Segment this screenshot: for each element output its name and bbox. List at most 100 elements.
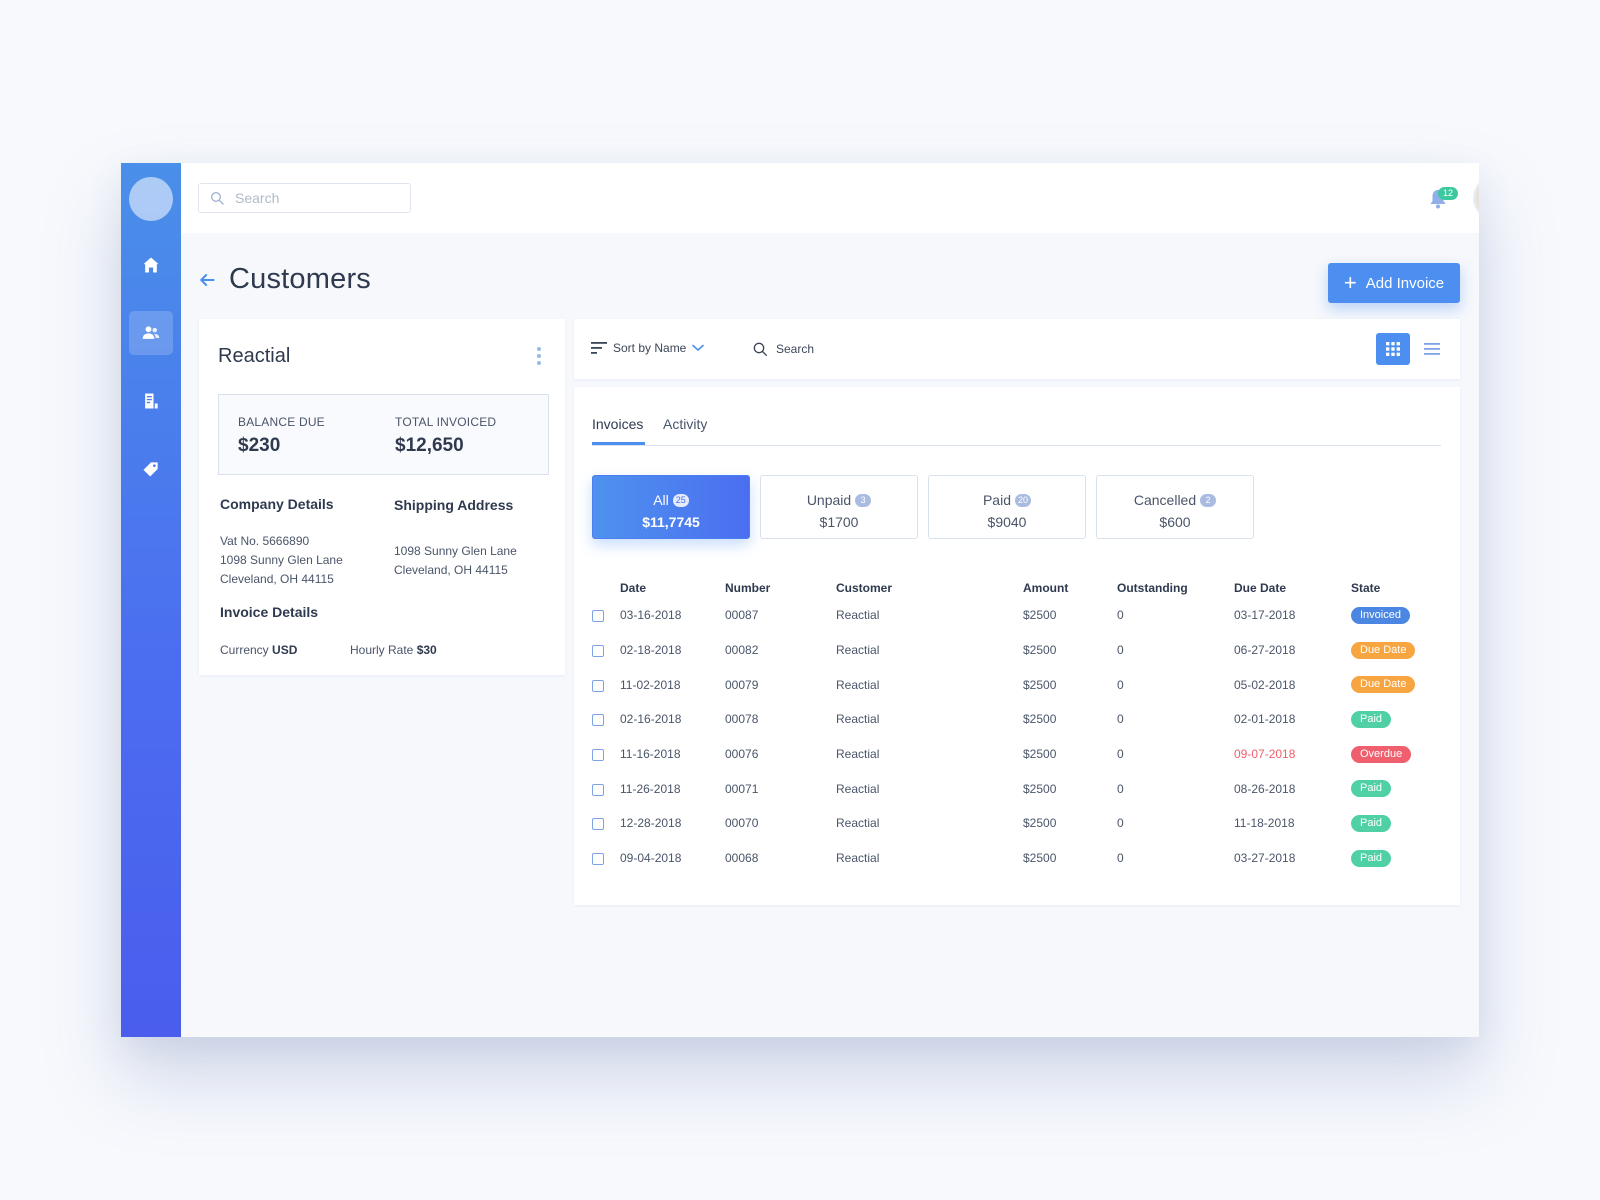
header-customer[interactable]: Customer (836, 581, 893, 595)
header-outstanding[interactable]: Outstanding (1117, 581, 1188, 595)
filter-paid[interactable]: Paid 20 $9040 (928, 475, 1086, 539)
filter-value: $11,7745 (642, 514, 700, 530)
filter-label: All (653, 492, 669, 508)
add-invoice-button[interactable]: + Add Invoice (1328, 263, 1460, 303)
filter-label: Paid (982, 492, 1011, 508)
cell-customer: Reactial (836, 608, 880, 623)
topbar: 12 (181, 163, 1479, 233)
grid-view-button[interactable] (1376, 333, 1410, 365)
state-badge: Invoiced (1351, 606, 1410, 624)
header-number[interactable]: Number (725, 581, 771, 595)
filter-all[interactable]: All 25 $11,7745 (592, 475, 750, 539)
cell-amount: $2500 (1023, 747, 1057, 762)
cell-customer: Reactial (836, 643, 880, 658)
cell-outstanding: 0 (1117, 781, 1124, 796)
filter-count-badge: 2 (1200, 493, 1217, 507)
cell-due-date: 11-18-2018 (1234, 816, 1295, 831)
filter-unpaid[interactable]: Unpaid 3 $1700 (760, 475, 918, 539)
invoice-search-label: Search (776, 342, 815, 356)
cell-due-date: 05-02-2018 (1234, 677, 1296, 692)
cell-customer: Reactial (836, 851, 880, 866)
search-icon (753, 342, 767, 356)
app-logo[interactable] (129, 177, 173, 221)
total-invoiced-value: $12,650 (395, 435, 464, 456)
table-row[interactable]: 11-02-2018 00079 Reactial $2500 0 05-02-… (592, 667, 1441, 702)
table-row[interactable]: 12-28-2018 00070 Reactial $2500 0 11-18-… (592, 806, 1441, 841)
header-amount[interactable]: Amount (1023, 581, 1069, 595)
row-checkbox[interactable] (592, 783, 604, 796)
hourly-rate-label: Hourly Rate (350, 643, 414, 657)
user-avatar[interactable] (1473, 175, 1479, 221)
state-badge: Overdue (1351, 745, 1412, 763)
currency-value: USD (272, 643, 298, 657)
invoice-search[interactable]: Search (752, 341, 814, 357)
state-badge: Paid (1351, 710, 1392, 728)
cell-amount: $2500 (1023, 712, 1057, 727)
row-checkbox[interactable] (592, 748, 604, 761)
cell-date: 11-26-2018 (620, 781, 681, 796)
cell-outstanding: 0 (1117, 747, 1124, 762)
header-state[interactable]: State (1351, 581, 1381, 595)
sort-icon (591, 342, 607, 354)
cell-date: 11-16-2018 (620, 747, 681, 762)
plus-icon: + (1343, 270, 1357, 295)
top-search-box[interactable] (198, 183, 411, 213)
table-row[interactable]: 03-16-2018 00087 Reactial $2500 0 03-17-… (592, 598, 1441, 633)
cell-date: 02-18-2018 (620, 643, 682, 658)
table-row[interactable]: 11-26-2018 00071 Reactial $2500 0 08-26-… (592, 771, 1441, 806)
tab-invoices[interactable]: Invoices (592, 416, 644, 432)
page-header: Customers (197, 263, 371, 296)
row-checkbox[interactable] (592, 852, 604, 865)
table-row[interactable]: 11-16-2018 00076 Reactial $2500 0 09-07-… (592, 737, 1441, 772)
sidebar-item-customers[interactable] (129, 311, 173, 355)
company-street: 1098 Sunny Glen Lane (220, 553, 343, 567)
filter-cancelled[interactable]: Cancelled 2 $600 (1096, 475, 1254, 539)
cell-customer: Reactial (836, 712, 880, 727)
cell-customer: Reactial (836, 816, 880, 831)
grid-icon (1386, 342, 1400, 356)
row-checkbox[interactable] (592, 679, 604, 692)
state-badge: Paid (1351, 849, 1392, 867)
row-checkbox[interactable] (592, 610, 604, 623)
cell-due-date: 03-27-2018 (1234, 851, 1296, 866)
state-badge: Paid (1351, 814, 1392, 832)
filter-label: Cancelled (1133, 492, 1197, 508)
tag-icon (143, 462, 158, 477)
table-row[interactable]: 02-18-2018 00082 Reactial $2500 0 06-27-… (592, 633, 1441, 668)
sort-dropdown[interactable]: Sort by Name (591, 341, 710, 355)
cell-due-date: 08-26-2018 (1234, 781, 1296, 796)
cell-number: 00071 (725, 781, 759, 796)
list-view-button[interactable] (1419, 333, 1445, 365)
company-vat: Vat No. 5666890 (220, 534, 310, 548)
avatar-photo (1475, 177, 1479, 219)
currency-label: Currency (220, 643, 269, 657)
cell-date: 09-04-2018 (620, 851, 682, 866)
cell-date: 02-16-2018 (620, 712, 682, 727)
cell-amount: $2500 (1023, 677, 1057, 692)
cell-amount: $2500 (1023, 851, 1057, 866)
notification-badge: 12 (1438, 187, 1458, 200)
sidebar-item-tags[interactable] (129, 447, 173, 491)
cell-outstanding: 0 (1117, 816, 1124, 831)
row-checkbox[interactable] (592, 644, 604, 657)
cell-number: 00076 (725, 747, 759, 762)
table-row[interactable]: 09-04-2018 00068 Reactial $2500 0 03-27-… (592, 841, 1441, 876)
sidebar-item-home[interactable] (129, 243, 173, 287)
table-body: 03-16-2018 00087 Reactial $2500 0 03-17-… (592, 598, 1441, 876)
more-options-icon[interactable] (535, 345, 543, 367)
row-checkbox[interactable] (592, 714, 604, 727)
header-date[interactable]: Date (620, 581, 647, 595)
cell-outstanding: 0 (1117, 851, 1124, 866)
company-address: Vat No. 5666890 1098 Sunny Glen Lane Cle… (220, 532, 343, 589)
sidebar-item-invoices[interactable] (129, 379, 173, 423)
cell-outstanding: 0 (1117, 643, 1124, 658)
invoices-icon (145, 393, 158, 409)
invoice-details-title: Invoice Details (220, 604, 319, 620)
table-row[interactable]: 02-16-2018 00078 Reactial $2500 0 02-01-… (592, 702, 1441, 737)
table-header-row: Date Number Customer Amount Outstanding … (592, 578, 1441, 598)
search-input[interactable] (235, 190, 395, 206)
row-checkbox[interactable] (592, 818, 604, 831)
back-arrow-icon[interactable] (197, 270, 217, 290)
header-due-date[interactable]: Due Date (1234, 581, 1287, 595)
tab-activity[interactable]: Activity (663, 416, 708, 432)
